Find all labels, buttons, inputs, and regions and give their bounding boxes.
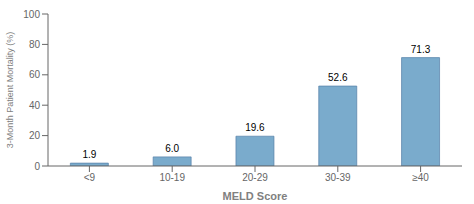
svg-text:80: 80 <box>29 39 41 50</box>
svg-text:6.0: 6.0 <box>165 143 179 154</box>
svg-text:20: 20 <box>29 130 41 141</box>
svg-text:MELD Score: MELD Score <box>223 190 288 202</box>
svg-text:71.3: 71.3 <box>411 44 431 55</box>
svg-text:<9: <9 <box>84 172 96 183</box>
svg-text:1.9: 1.9 <box>82 149 96 160</box>
svg-text:20-29: 20-29 <box>242 172 268 183</box>
svg-text:40: 40 <box>29 100 41 111</box>
svg-text:19.6: 19.6 <box>245 122 265 133</box>
svg-text:100: 100 <box>23 9 40 20</box>
svg-text:10-19: 10-19 <box>159 172 185 183</box>
svg-text:≥40: ≥40 <box>412 172 429 183</box>
svg-text:0: 0 <box>34 161 40 172</box>
svg-text:52.6: 52.6 <box>328 72 348 83</box>
svg-text:30-39: 30-39 <box>325 172 351 183</box>
svg-text:3-Month Patient Mortality (%): 3-Month Patient Mortality (%) <box>5 32 15 149</box>
svg-text:60: 60 <box>29 69 41 80</box>
